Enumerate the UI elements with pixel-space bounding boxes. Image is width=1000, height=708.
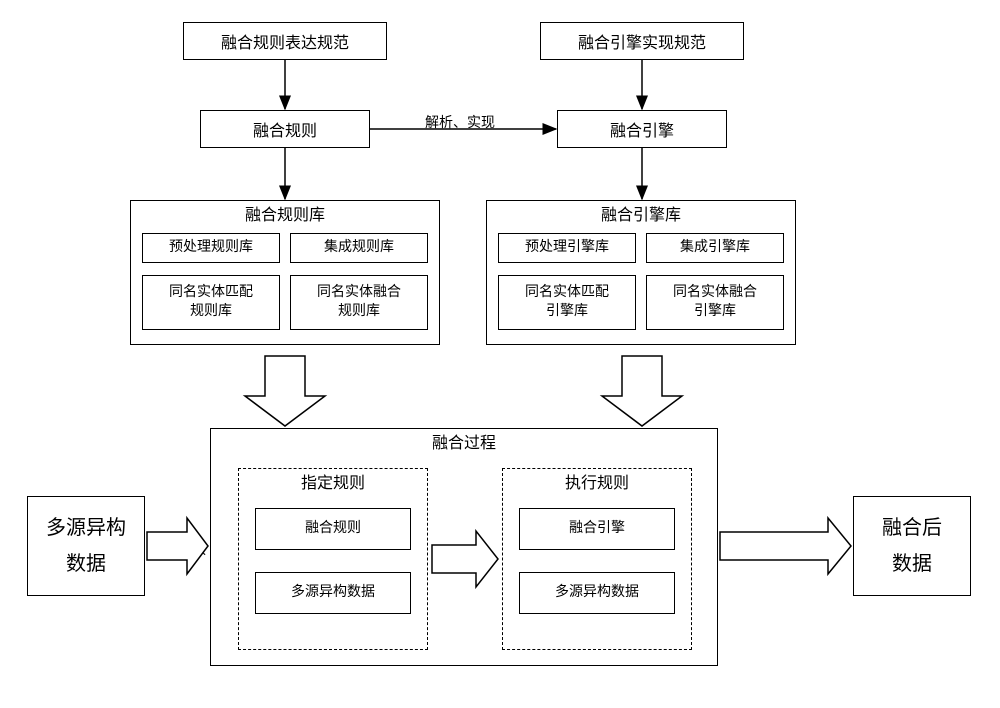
edge-label-read: 数据读取 — [150, 539, 206, 559]
node-rule-lib-pre: 预处理规则库 — [142, 233, 280, 263]
node-engine-lib-pre: 预处理引擎库 — [498, 233, 636, 263]
node-title: 融合引擎库 — [487, 201, 795, 231]
node-label: 预处理规则库 — [169, 239, 253, 257]
node-label: 多源异构数据 — [555, 584, 639, 602]
node-engine-spec: 融合引擎实现规范 — [540, 22, 744, 60]
node-title: 融合过程 — [211, 429, 717, 459]
node-sr-rule: 融合规则 — [255, 508, 411, 550]
node-engine-lib-match: 同名实体匹配 引擎库 — [498, 275, 636, 330]
node-label: 融合规则 — [253, 117, 317, 141]
node-label: 集成引擎库 — [680, 239, 750, 257]
node-label: 同名实体匹配 规则库 — [169, 284, 253, 320]
node-spec-rules: 指定规则 — [238, 468, 428, 650]
node-label: 融合规则表达规范 — [221, 29, 349, 53]
edge-label-parse: 解析、实现 — [425, 112, 495, 132]
node-rule-lib-fuse: 同名实体融合 规则库 — [290, 275, 428, 330]
node-label: 集成规则库 — [324, 239, 394, 257]
block-arrow-down — [602, 356, 682, 426]
node-sr-data: 多源异构数据 — [255, 572, 411, 614]
node-label: 融合引擎 — [569, 520, 625, 538]
node-er-engine: 融合引擎 — [519, 508, 675, 550]
node-label: 融合后 数据 — [882, 510, 942, 582]
node-label: 预处理引擎库 — [525, 239, 609, 257]
node-label: 同名实体匹配 引擎库 — [525, 284, 609, 320]
node-label: 同名实体融合 引擎库 — [673, 284, 757, 320]
node-exec-rules: 执行规则 — [502, 468, 692, 650]
node-label: 融合引擎 — [610, 117, 674, 141]
node-label: 多源异构 数据 — [46, 510, 126, 582]
node-engine-lib-fuse: 同名实体融合 引擎库 — [646, 275, 784, 330]
node-label: 多源异构数据 — [291, 584, 375, 602]
edge-label-write: 数据写入 — [783, 539, 839, 559]
node-rule: 融合规则 — [200, 110, 370, 148]
node-rule-lib-int: 集成规则库 — [290, 233, 428, 263]
edge-label-submit: 提交 — [451, 551, 479, 571]
node-rule-spec: 融合规则表达规范 — [183, 22, 387, 60]
block-arrow-down — [245, 356, 325, 426]
node-rule-lib-match: 同名实体匹配 规则库 — [142, 275, 280, 330]
node-src-data: 多源异构 数据 — [27, 496, 145, 596]
node-label: 融合规则 — [305, 520, 361, 538]
node-out-data: 融合后 数据 — [853, 496, 971, 596]
node-er-data: 多源异构数据 — [519, 572, 675, 614]
node-title: 指定规则 — [239, 469, 427, 499]
node-label: 融合引擎实现规范 — [578, 29, 706, 53]
node-label: 同名实体融合 规则库 — [317, 284, 401, 320]
node-title: 执行规则 — [503, 469, 691, 499]
node-title: 融合规则库 — [131, 201, 439, 231]
diagram-canvas: 融合规则表达规范 融合引擎实现规范 融合规则 融合引擎 融合规则库 预处理规则库… — [0, 0, 1000, 708]
node-engine-lib-int: 集成引擎库 — [646, 233, 784, 263]
node-engine: 融合引擎 — [557, 110, 727, 148]
